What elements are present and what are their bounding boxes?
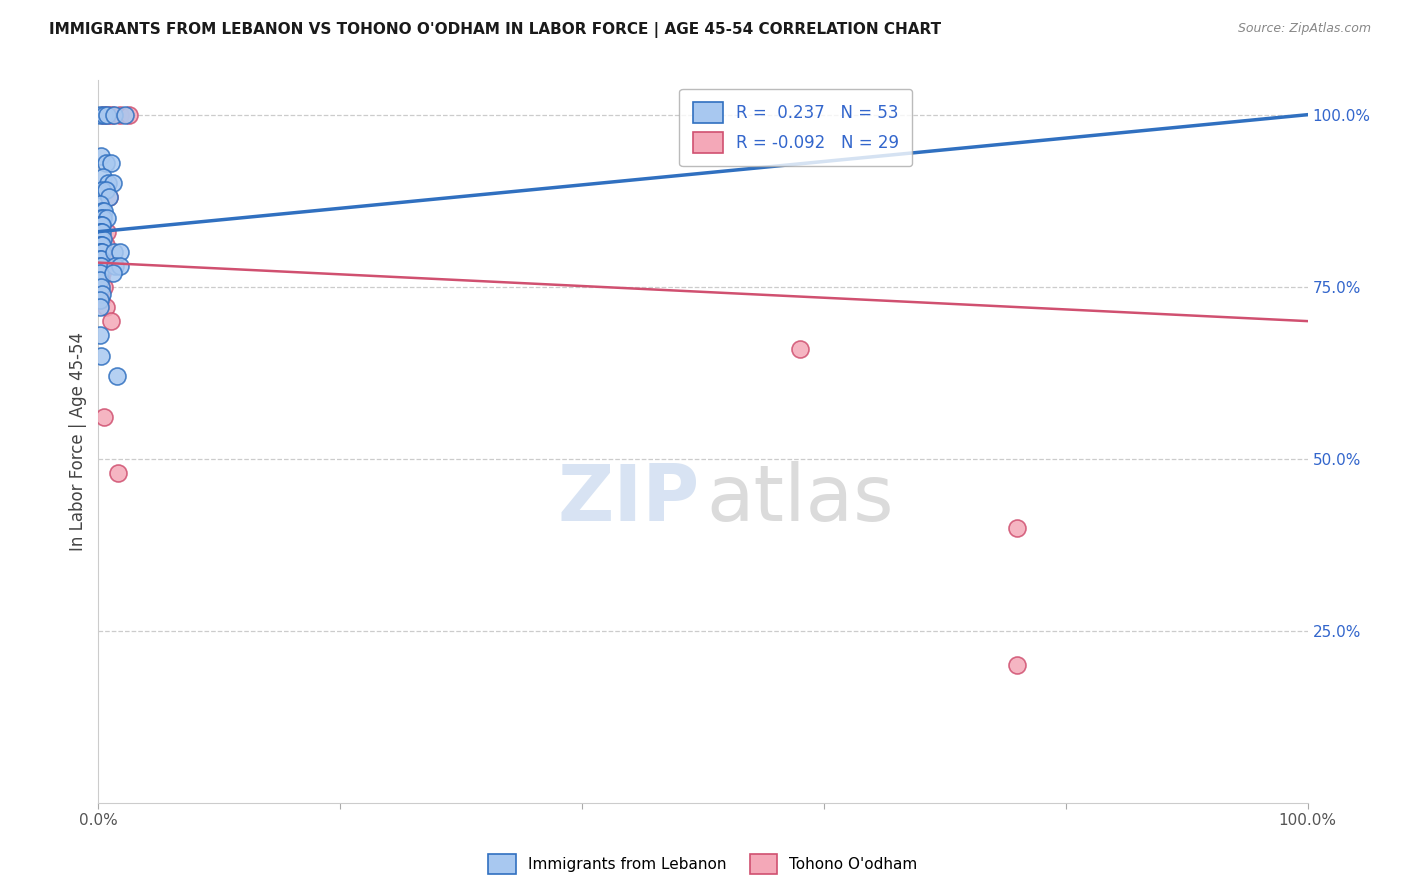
Point: [100, 156, 122, 170]
Point: [97, 177, 120, 191]
Point: [100, 108, 122, 122]
Point: [91, 252, 114, 267]
Point: [114, 108, 136, 122]
Point: [89, 238, 111, 252]
Point: [89, 252, 111, 267]
Point: [1007, 520, 1029, 534]
Point: [93, 204, 115, 219]
Point: [94, 156, 117, 170]
Point: [90, 273, 112, 287]
Text: IMMIGRANTS FROM LEBANON VS TOHONO O'ODHAM IN LABOR FORCE | AGE 45-54 CORRELATION: IMMIGRANTS FROM LEBANON VS TOHONO O'ODHA…: [49, 22, 942, 38]
Point: [93, 252, 115, 267]
Point: [91, 218, 114, 232]
Point: [89, 197, 111, 211]
Point: [93, 108, 115, 122]
Point: [108, 108, 131, 122]
Point: [89, 266, 111, 280]
Point: [789, 342, 811, 356]
Point: [89, 252, 111, 267]
Point: [108, 245, 131, 260]
Point: [90, 211, 112, 225]
Point: [91, 286, 114, 301]
Point: [91, 266, 114, 280]
Point: [89, 259, 111, 273]
Text: Source: ZipAtlas.com: Source: ZipAtlas.com: [1237, 22, 1371, 36]
Point: [94, 183, 117, 197]
Point: [90, 259, 112, 273]
Point: [108, 259, 131, 273]
Point: [1007, 658, 1029, 673]
Point: [90, 293, 112, 308]
Point: [90, 245, 112, 260]
Point: [91, 218, 114, 232]
Text: ZIP: ZIP: [557, 461, 699, 537]
Point: [93, 279, 115, 293]
Point: [89, 108, 111, 122]
Point: [96, 108, 118, 122]
Point: [105, 369, 128, 384]
Point: [90, 231, 112, 245]
Point: [89, 225, 111, 239]
Point: [98, 190, 121, 204]
Point: [89, 273, 111, 287]
Point: [89, 266, 111, 280]
Legend: R =  0.237   N = 53, R = -0.092   N = 29: R = 0.237 N = 53, R = -0.092 N = 29: [679, 88, 912, 167]
Point: [90, 149, 112, 163]
Point: [91, 259, 114, 273]
Point: [90, 349, 112, 363]
Point: [91, 183, 114, 197]
Point: [90, 225, 112, 239]
Point: [103, 245, 125, 260]
Point: [107, 466, 129, 480]
Point: [94, 238, 117, 252]
Text: atlas: atlas: [707, 461, 894, 537]
Point: [101, 177, 124, 191]
Point: [93, 410, 115, 425]
Point: [91, 204, 114, 219]
Point: [91, 245, 114, 260]
Point: [89, 231, 111, 245]
Point: [90, 279, 112, 293]
Point: [89, 245, 111, 260]
Point: [90, 252, 112, 267]
Point: [89, 245, 111, 260]
Point: [89, 218, 111, 232]
Point: [90, 218, 112, 232]
Point: [90, 238, 112, 252]
Point: [89, 301, 111, 315]
Point: [90, 231, 112, 245]
Point: [94, 301, 117, 315]
Point: [91, 108, 114, 122]
Point: [96, 225, 118, 239]
Point: [91, 225, 114, 239]
Point: [104, 259, 127, 273]
Point: [97, 108, 120, 122]
Point: [89, 327, 111, 342]
Point: [89, 293, 111, 308]
Point: [100, 314, 122, 328]
Point: [91, 238, 114, 252]
Point: [90, 259, 112, 273]
Point: [118, 108, 141, 122]
Point: [91, 231, 114, 245]
Point: [91, 169, 114, 184]
Point: [96, 211, 118, 225]
Y-axis label: In Labor Force | Age 45-54: In Labor Force | Age 45-54: [69, 332, 87, 551]
Point: [98, 190, 121, 204]
Point: [103, 108, 125, 122]
Point: [91, 245, 114, 260]
Point: [91, 211, 114, 225]
Legend: Immigrants from Lebanon, Tohono O'odham: Immigrants from Lebanon, Tohono O'odham: [482, 848, 924, 880]
Point: [101, 266, 124, 280]
